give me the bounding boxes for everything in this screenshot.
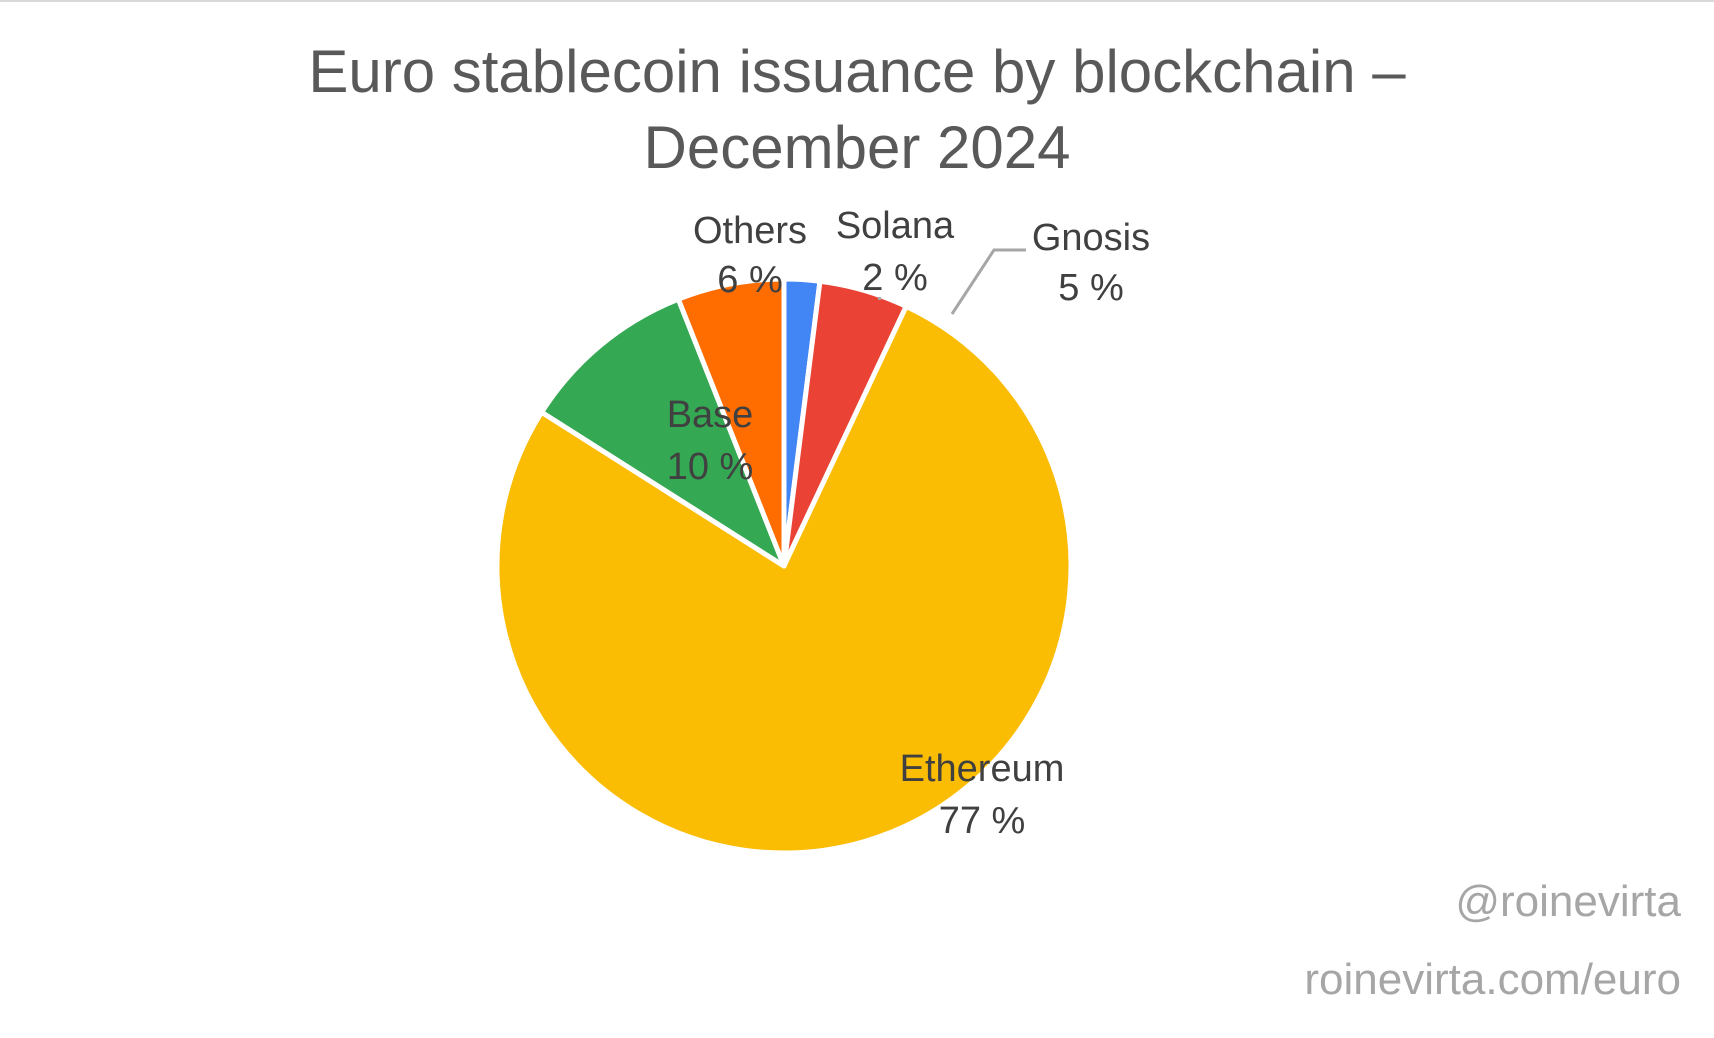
label-gnosis-value: 5 % <box>1058 267 1123 309</box>
chart-title: Euro stablecoin issuance by blockchain –… <box>0 34 1714 186</box>
label-solana-name: Solana <box>836 205 955 247</box>
credit-url: roinevirta.com/euro <box>1304 955 1681 1004</box>
label-base-name: Base <box>667 394 754 436</box>
label-ethereum-value: 77 % <box>939 800 1026 842</box>
pie-slices <box>494 276 1074 856</box>
credit-handle: @roinevirta <box>1455 877 1681 926</box>
title-line-2: December 2024 <box>643 114 1071 181</box>
label-gnosis-name: Gnosis <box>1032 217 1150 259</box>
label-ethereum-name: Ethereum <box>900 748 1065 790</box>
label-others-value: 6 % <box>717 259 782 301</box>
solana-leader-tick <box>878 297 881 300</box>
pie-slice-others <box>675 276 787 569</box>
label-solana-value: 2 % <box>862 257 927 299</box>
label-base-value: 10 % <box>667 446 754 488</box>
pie-slice-base <box>539 296 787 569</box>
gnosis-leader-line <box>950 248 1026 315</box>
pie-slice-ethereum <box>494 303 1074 856</box>
label-others-name: Others <box>693 210 807 252</box>
title-line-1: Euro stablecoin issuance by blockchain – <box>308 38 1406 105</box>
top-border <box>0 0 1714 2</box>
